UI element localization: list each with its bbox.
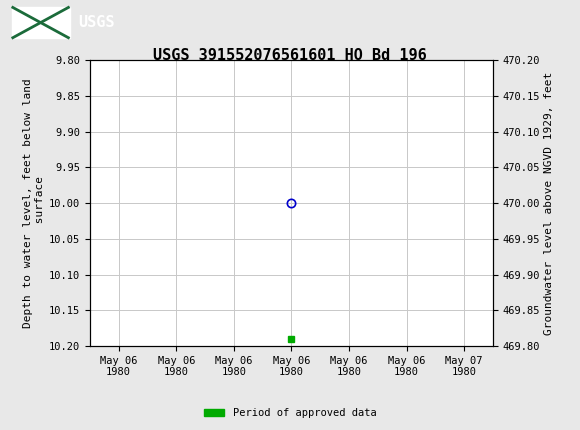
Y-axis label: Depth to water level, feet below land
 surface: Depth to water level, feet below land su… <box>23 78 45 328</box>
Text: USGS: USGS <box>78 15 115 30</box>
FancyBboxPatch shape <box>12 7 70 38</box>
Y-axis label: Groundwater level above NGVD 1929, feet: Groundwater level above NGVD 1929, feet <box>545 71 554 335</box>
Legend: Period of approved data: Period of approved data <box>200 404 380 423</box>
Text: USGS 391552076561601 HO Bd 196: USGS 391552076561601 HO Bd 196 <box>153 49 427 63</box>
